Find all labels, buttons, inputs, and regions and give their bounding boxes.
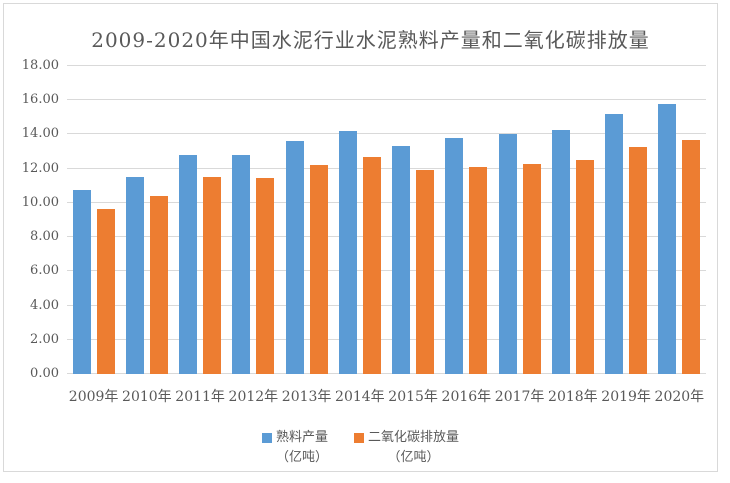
legend-text-co2: 二氧化碳排放量 （亿吨）: [368, 428, 459, 468]
chart-title: 2009-2020年中国水泥行业水泥熟料产量和二氧化碳排放量: [91, 28, 650, 52]
bar-co2-2011: [203, 177, 222, 374]
bar-group-2011: [174, 154, 227, 374]
x-axis-labels: 2009年 2010年 2011年 2012年 2013年 2014年 2015年 2016年…: [67, 386, 706, 406]
bar-clinker-2020: [658, 103, 677, 374]
x-tick-label: 2017年: [494, 389, 545, 405]
chart-frame: 2009-2020年中国水泥行业水泥熟料产量和二氧化碳排放量 0.00 2.00 4…: [3, 3, 718, 472]
bar-co2-2019: [629, 147, 648, 374]
legend-swatch-clinker: [261, 433, 272, 443]
legend-item-clinker: 熟料产量 （亿吨）: [261, 428, 328, 468]
bar-clinker-2012: [232, 154, 251, 374]
bar-co2-2009: [96, 208, 115, 374]
gridline: [67, 236, 706, 238]
legend-label-co2: 二氧化碳排放量: [368, 430, 460, 445]
bar-group-2013: [280, 141, 333, 374]
x-tick-label: 2019年: [601, 389, 651, 405]
x-tick-label: 2014年: [335, 389, 385, 405]
y-tick-label: 4.00: [30, 297, 59, 313]
plot-area: [67, 65, 706, 374]
bar-co2-2018: [575, 160, 594, 374]
y-tick-label: 18.00: [21, 58, 59, 73]
y-tick-label: 12.00: [21, 160, 59, 176]
bar-clinker-2009: [72, 190, 91, 374]
x-tick-label: 2009年: [68, 389, 119, 405]
legend-text-clinker: 熟料产量 （亿吨）: [276, 428, 328, 468]
x-tick-label: 2013年: [281, 389, 332, 405]
bar-clinker-2014: [338, 131, 357, 374]
legend-swatch-co2: [354, 433, 364, 443]
bar-group-2014: [333, 131, 386, 374]
gridline: [67, 167, 706, 169]
gridline: [67, 270, 706, 272]
bar-co2-2020: [682, 139, 701, 374]
x-tick-label: 2016年: [441, 389, 492, 405]
bar-clinker-2015: [392, 146, 411, 374]
gridline: [67, 338, 706, 340]
bar-clinker-2010: [125, 177, 144, 374]
x-tick-label: 2020年: [654, 389, 705, 405]
bar-group-2020: [653, 103, 706, 374]
y-tick-label: 16.00: [21, 92, 59, 108]
x-tick-label: 2018年: [548, 389, 598, 405]
y-tick-label: 2.00: [30, 331, 59, 347]
legend: 熟料产量 （亿吨） 二氧化碳排放量 （亿吨）: [4, 428, 717, 468]
gridline: [67, 99, 706, 101]
bar-group-2012: [227, 154, 280, 374]
bar-co2-2014: [362, 156, 381, 374]
bar-group-2010: [120, 177, 173, 374]
x-tick-label: 2012年: [228, 389, 279, 405]
y-tick-label: 10.00: [21, 194, 59, 210]
legend-label-clinker: 熟料产量: [275, 430, 328, 445]
bar-clinker-2017: [498, 134, 517, 374]
bar-co2-2013: [309, 165, 328, 374]
gridline: [67, 65, 706, 66]
legend-unit-clinker: （亿吨）: [275, 450, 328, 465]
x-tick-label: 2015年: [388, 389, 438, 405]
bar-group-2009: [67, 190, 120, 374]
y-axis-labels: 0.00 2.00 4.00 6.00 8.00 10.00 12.00 14.00 16.00…: [4, 59, 59, 381]
gridline: [67, 373, 706, 374]
gridline: [67, 201, 706, 203]
x-tick-label: 2011年: [175, 389, 225, 405]
legend-item-co2: 二氧化碳排放量 （亿吨）: [354, 428, 459, 468]
x-tick-label: 2010年: [122, 389, 172, 405]
y-tick-label: 8.00: [30, 229, 59, 245]
bar-group-2017: [493, 134, 546, 374]
y-tick-label: 6.00: [30, 263, 59, 279]
y-tick-label: 14.00: [21, 126, 59, 142]
bar-clinker-2018: [551, 130, 570, 374]
bar-co2-2017: [522, 163, 541, 374]
legend-unit-co2: （亿吨）: [387, 450, 440, 465]
bar-clinker-2019: [605, 113, 624, 374]
bar-group-2015: [387, 146, 440, 374]
bar-group-2018: [546, 130, 599, 374]
bar-group-2016: [440, 137, 493, 374]
gridline: [67, 133, 706, 135]
bar-co2-2012: [256, 178, 275, 374]
gridline: [67, 304, 706, 306]
bar-clinker-2013: [285, 141, 304, 374]
bar-clinker-2011: [179, 154, 198, 374]
bar-co2-2015: [416, 169, 435, 374]
y-tick-label: 0.00: [30, 366, 59, 381]
bar-clinker-2016: [445, 137, 464, 374]
bar-co2-2016: [469, 166, 488, 374]
bars-container: [67, 66, 706, 374]
bar-group-2019: [600, 113, 653, 374]
bar-co2-2010: [149, 196, 168, 374]
